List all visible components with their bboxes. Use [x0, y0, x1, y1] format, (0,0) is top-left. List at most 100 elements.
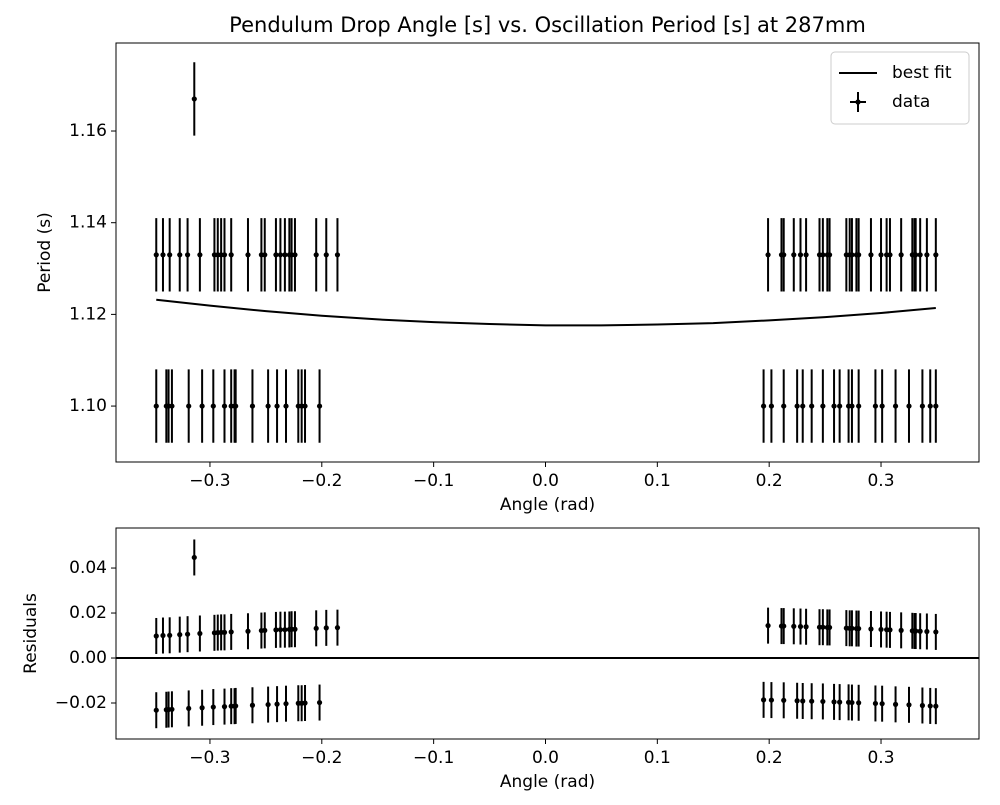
data-point	[906, 403, 912, 409]
data-point	[872, 403, 879, 409]
data-point	[210, 403, 216, 409]
x-tick-label: 0.0	[532, 471, 559, 491]
data-point	[283, 403, 289, 409]
data-point	[199, 705, 205, 711]
data-point	[249, 403, 256, 409]
data-point	[879, 701, 885, 707]
data-point	[316, 699, 323, 706]
data-point	[167, 632, 173, 638]
data-point	[197, 630, 203, 637]
data-point	[768, 697, 775, 703]
data-point	[184, 252, 191, 258]
data-point	[169, 706, 175, 712]
data-point	[199, 403, 205, 409]
data-point	[221, 629, 228, 635]
data-point	[167, 252, 173, 258]
data-point	[768, 403, 775, 409]
data-point	[781, 252, 787, 258]
x-tick-label: 0.0	[532, 748, 559, 768]
data-point	[856, 252, 862, 258]
data-point	[849, 625, 855, 631]
data-point	[273, 627, 279, 633]
data-point	[892, 701, 899, 707]
data-point	[878, 626, 884, 633]
data-point	[274, 701, 280, 707]
data-point	[186, 403, 192, 409]
fit-line	[156, 298, 936, 327]
y-tick-label: 0.04	[69, 558, 107, 578]
data-point	[849, 699, 855, 706]
data-point	[803, 624, 809, 630]
data-point	[800, 403, 806, 409]
data-point	[781, 623, 787, 629]
data-point	[233, 403, 239, 409]
data-point	[313, 252, 319, 258]
data-point	[794, 698, 800, 704]
data-point	[898, 627, 904, 633]
data-point	[856, 700, 862, 706]
data-point	[265, 701, 271, 708]
legend-label: data	[892, 92, 930, 112]
data-point	[933, 703, 939, 709]
data-point	[302, 700, 308, 706]
legend-label: best fit	[892, 63, 952, 83]
data-point	[184, 631, 191, 637]
data-point	[160, 252, 166, 258]
x-tick-label: 0.1	[644, 748, 671, 768]
data-point	[210, 704, 216, 710]
data-point	[228, 252, 234, 258]
data-point	[245, 252, 251, 258]
x-tick-label: −0.2	[301, 471, 342, 491]
data-point	[273, 252, 279, 258]
data-point	[245, 628, 251, 634]
data-point	[887, 627, 893, 633]
x-tick-label: −0.1	[413, 471, 454, 491]
x-tick-label: −0.3	[189, 471, 230, 491]
data-point	[868, 626, 874, 632]
data-point	[186, 705, 192, 712]
data-point	[868, 252, 874, 258]
plot-area	[153, 62, 939, 443]
data-point	[153, 403, 159, 409]
data-point	[781, 697, 787, 703]
y-tick-label: 1.16	[69, 121, 107, 141]
data-point	[191, 96, 197, 102]
data-point	[820, 698, 826, 705]
data-point	[892, 403, 899, 409]
data-point	[820, 252, 826, 258]
data-point	[228, 629, 234, 635]
data-point	[933, 629, 939, 635]
data-point	[837, 403, 843, 409]
y-axis-label: Residuals	[21, 593, 41, 674]
data-point	[826, 624, 833, 631]
x-tick-label: 0.2	[756, 748, 783, 768]
data-point	[262, 627, 268, 633]
axes-frame	[115, 527, 980, 740]
data-point	[323, 252, 329, 258]
data-point	[313, 625, 319, 631]
data-point	[919, 403, 926, 409]
data-point	[283, 701, 289, 707]
data-point	[274, 403, 280, 409]
y-tick-label: 0.00	[69, 648, 107, 668]
data-point	[323, 625, 329, 631]
data-point	[781, 403, 787, 409]
data-point	[302, 403, 308, 409]
data-point	[906, 702, 912, 708]
data-point	[160, 632, 166, 639]
data-point	[760, 403, 767, 409]
data-point	[856, 403, 862, 409]
data-point	[292, 626, 298, 632]
y-tick-label: 1.10	[69, 396, 107, 416]
data-point	[917, 628, 923, 634]
data-point	[856, 625, 862, 632]
x-tick-label: 0.3	[867, 471, 894, 491]
chart-title: Pendulum Drop Angle [s] vs. Oscillation …	[229, 13, 866, 37]
data-point	[221, 252, 228, 258]
plot-area	[116, 539, 979, 729]
data-point	[233, 703, 239, 709]
data-point	[316, 403, 323, 409]
data-point	[760, 697, 767, 703]
